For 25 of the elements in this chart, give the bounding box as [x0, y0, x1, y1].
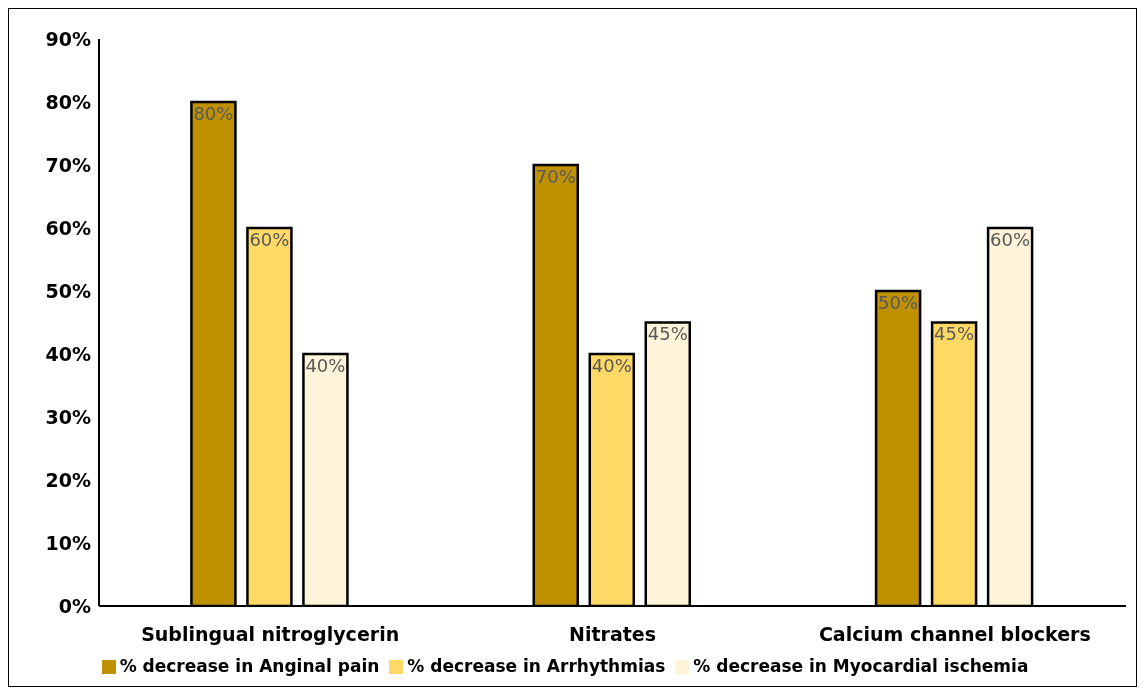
y-tick-label: 50% — [45, 279, 91, 302]
y-tick-label: 80% — [45, 90, 91, 113]
y-tick-label: 10% — [45, 531, 91, 554]
legend-label: % decrease in Arrhythmias — [407, 656, 666, 676]
data-label: 80% — [193, 102, 234, 124]
data-label: 40% — [591, 354, 632, 376]
y-tick-label: 70% — [45, 153, 91, 176]
x-tick-label: Sublingual nitroglycerin — [141, 623, 400, 646]
data-label: 45% — [647, 323, 688, 345]
data-label: 45% — [934, 323, 975, 345]
data-label: 70% — [535, 165, 576, 187]
y-tick-label: 0% — [58, 594, 91, 617]
data-label: 60% — [990, 228, 1031, 250]
y-tick-label: 60% — [45, 216, 91, 239]
legend-label: % decrease in Anginal pain — [119, 656, 380, 676]
y-tick-label: 90% — [45, 27, 91, 50]
data-label: 40% — [305, 354, 346, 376]
y-tick-label: 30% — [45, 405, 91, 428]
x-tick-label: Nitrates — [569, 623, 656, 646]
data-label: 60% — [249, 228, 290, 250]
y-tick-label: 20% — [45, 468, 91, 491]
data-label: 50% — [878, 291, 919, 313]
x-tick-label: Calcium channel blockers — [818, 623, 1091, 646]
legend-label: % decrease in Myocardial ischemia — [693, 656, 1029, 676]
y-tick-label: 40% — [45, 342, 91, 365]
